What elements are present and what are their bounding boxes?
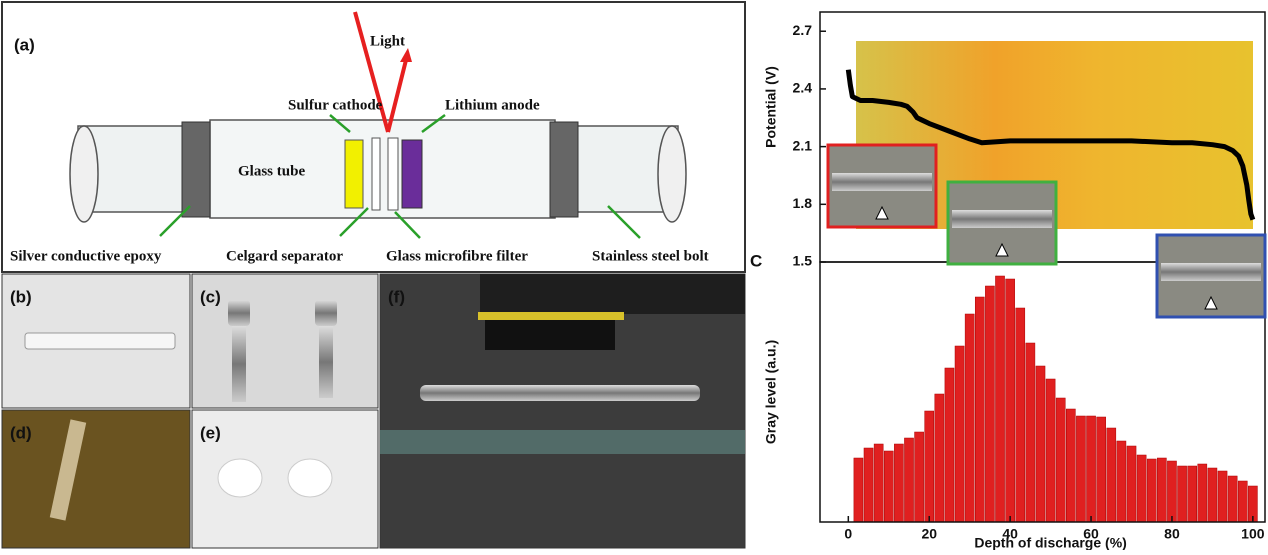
histogram-bar — [965, 314, 974, 522]
histogram-bar — [854, 458, 863, 522]
diagram-label: Celgard separator — [226, 248, 343, 264]
histogram-bar — [1157, 458, 1166, 522]
panel-label: (b) — [10, 287, 32, 306]
histogram-bar — [1097, 417, 1106, 522]
histogram-bar — [1127, 446, 1136, 522]
histogram-bar — [874, 444, 883, 522]
y-tick-label: 2.1 — [793, 137, 813, 153]
diagram-label: Sulfur cathode — [288, 97, 383, 113]
y-axis-label: Gray level (a.u.) — [763, 340, 779, 444]
x-axis-label: Depth of discharge (%) — [974, 535, 1126, 550]
histogram-bar — [894, 444, 903, 522]
histogram-bar — [1046, 379, 1055, 522]
histogram-bar — [1056, 398, 1065, 522]
panel-label: (c) — [200, 287, 221, 306]
y-tick-label: 2.4 — [793, 80, 813, 96]
histogram-bar — [1167, 461, 1176, 522]
diagram-label: Lithium anode — [445, 97, 540, 113]
x-tick-label: 0 — [844, 526, 852, 542]
histogram-bar — [1238, 481, 1247, 522]
inset-coil — [952, 210, 1052, 228]
histogram-bar — [1026, 343, 1035, 522]
histogram-bar — [1006, 279, 1015, 522]
panel-label: C — [750, 251, 762, 270]
histogram-bar — [1107, 428, 1116, 522]
y-axis-label: Potential (V) — [763, 66, 779, 148]
histogram-bar — [975, 297, 984, 522]
y-tick-label: 2.7 — [793, 22, 813, 38]
inset-coil — [1161, 263, 1261, 281]
x-tick-label: 80 — [1164, 526, 1180, 542]
histogram-bar — [1036, 366, 1045, 522]
diagram-panel: (a) Light Sulfur cathode Lithium anode G… — [2, 2, 745, 272]
inset-coil — [832, 173, 932, 191]
histogram-bar — [1188, 466, 1197, 522]
histogram-bar — [884, 451, 893, 522]
diagram-label: Glass tube — [238, 163, 305, 179]
histogram-bar — [1086, 416, 1095, 522]
panel-label: (a) — [14, 35, 35, 54]
histogram-bar — [1198, 464, 1207, 522]
histogram-bar — [1066, 409, 1075, 522]
histogram-bar — [1208, 468, 1217, 522]
histogram-bar — [945, 368, 954, 522]
y-tick-label: 1.8 — [793, 195, 813, 211]
histogram-bar — [904, 438, 913, 522]
panel-label: (e) — [200, 423, 221, 442]
histogram-bar — [864, 448, 873, 522]
y-tick-label: 1.5 — [793, 253, 813, 269]
x-tick-label: 100 — [1241, 526, 1265, 542]
diagram-label: Stainless steel bolt — [592, 248, 709, 264]
histogram-bar — [1076, 416, 1085, 522]
histogram-bar — [1147, 459, 1156, 522]
histogram-bar — [1178, 466, 1187, 522]
x-tick-label: 20 — [921, 526, 937, 542]
histogram-bar — [1218, 471, 1227, 522]
histogram-bar — [985, 286, 994, 522]
panel-label: (d) — [10, 423, 32, 442]
histogram-bar — [995, 276, 1004, 522]
histogram-bar — [955, 346, 964, 522]
histogram-bar — [1228, 476, 1237, 522]
histogram-bar — [925, 411, 934, 522]
diagram-label: Light — [370, 33, 405, 49]
diagram-label: Glass microfibre filter — [386, 248, 528, 264]
histogram-bar — [1137, 455, 1146, 522]
diagram-label: Silver conductive epoxy — [10, 248, 162, 264]
panel-label: (f) — [388, 287, 405, 306]
histogram-bar — [915, 432, 924, 522]
histogram-bar — [935, 394, 944, 522]
photo-panels: (b) (c) (d) (e) (f) — [2, 274, 745, 548]
figure: (a) Light Sulfur cathode Lithium anode G… — [0, 0, 1268, 550]
histogram-bar — [1117, 441, 1126, 522]
histogram-bar — [1016, 308, 1025, 522]
